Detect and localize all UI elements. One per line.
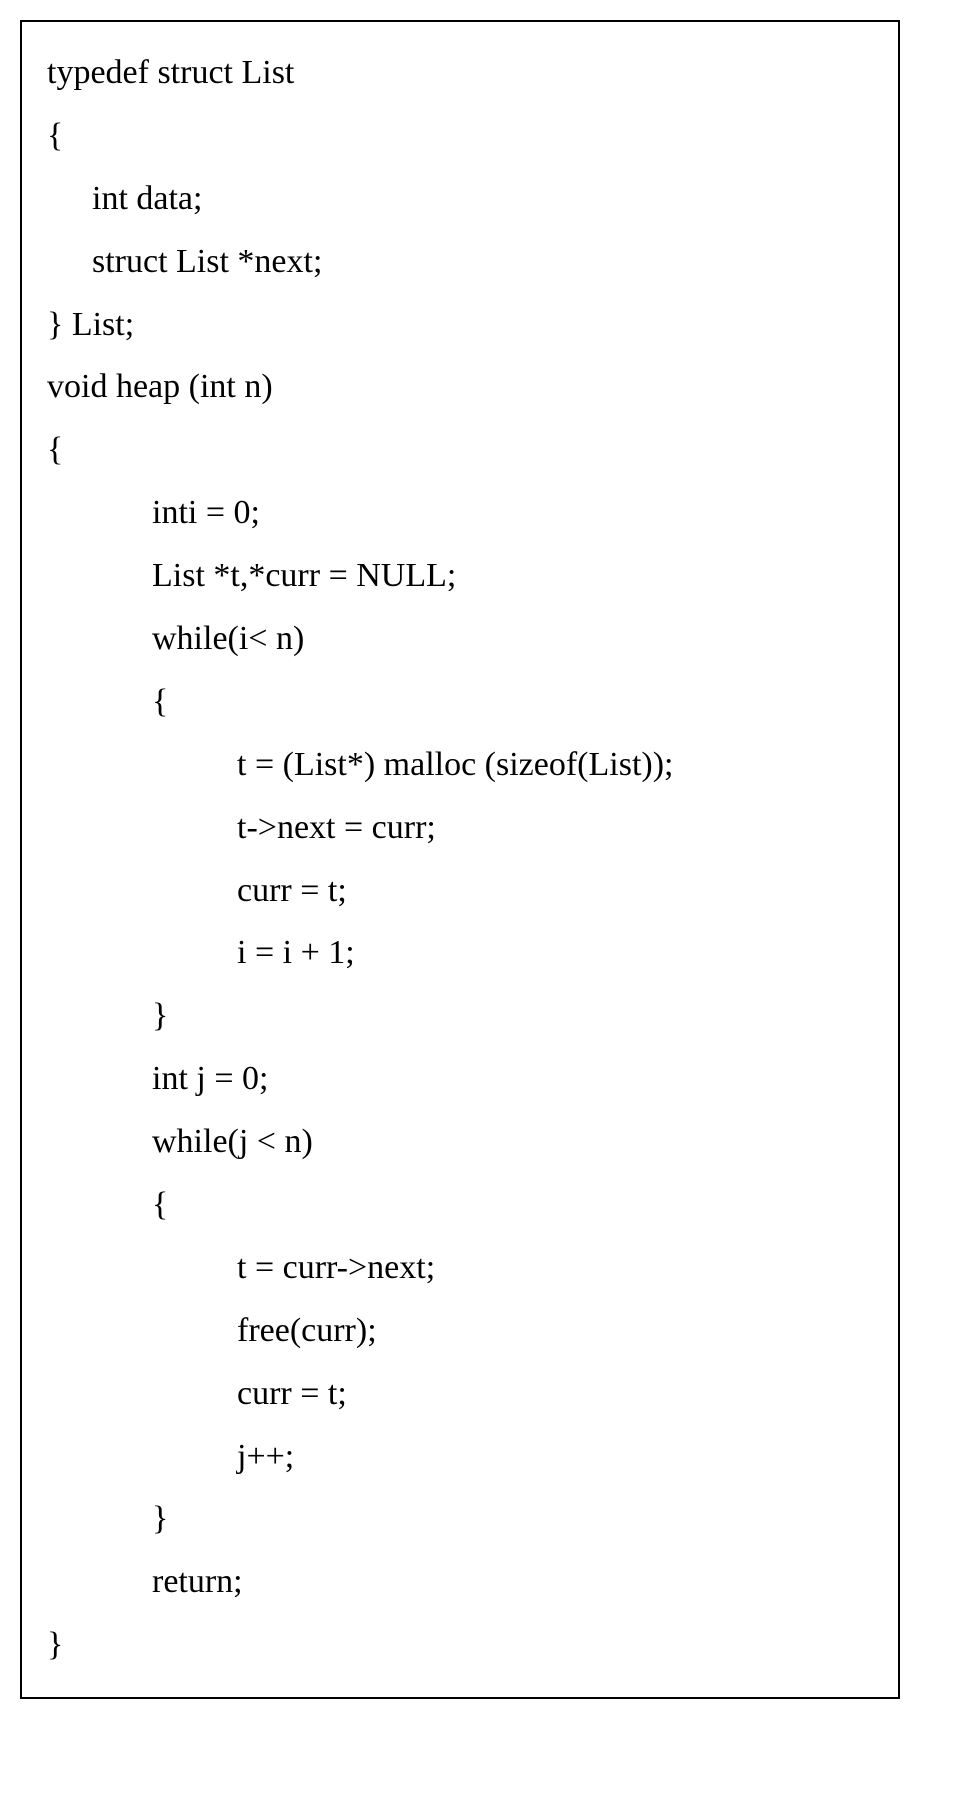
- code-line: t = curr->next;: [47, 1237, 873, 1300]
- code-line: List *t,*curr = NULL;: [47, 545, 873, 608]
- code-line: i = i + 1;: [47, 922, 873, 985]
- code-line: curr = t;: [47, 860, 873, 923]
- code-line: typedef struct List: [47, 42, 873, 105]
- code-line: int data;: [47, 168, 873, 231]
- code-line: while(j < n): [47, 1111, 873, 1174]
- code-line: }: [47, 1614, 873, 1677]
- code-line: while(i< n): [47, 608, 873, 671]
- code-line: int j = 0;: [47, 1048, 873, 1111]
- code-line: struct List *next;: [47, 231, 873, 294]
- code-line: {: [47, 671, 873, 734]
- code-line: free(curr);: [47, 1300, 873, 1363]
- code-line: }: [47, 1488, 873, 1551]
- code-line: {: [47, 105, 873, 168]
- code-block: typedef struct List { int data; struct L…: [20, 20, 900, 1699]
- code-line: curr = t;: [47, 1363, 873, 1426]
- code-line: j++;: [47, 1426, 873, 1489]
- code-line: } List;: [47, 294, 873, 357]
- code-line: {: [47, 1174, 873, 1237]
- code-line: t = (List*) malloc (sizeof(List));: [47, 734, 873, 797]
- code-line: void heap (int n): [47, 356, 873, 419]
- code-line: inti = 0;: [47, 482, 873, 545]
- code-line: return;: [47, 1551, 873, 1614]
- code-line: t->next = curr;: [47, 797, 873, 860]
- code-line: }: [47, 985, 873, 1048]
- code-line: {: [47, 419, 873, 482]
